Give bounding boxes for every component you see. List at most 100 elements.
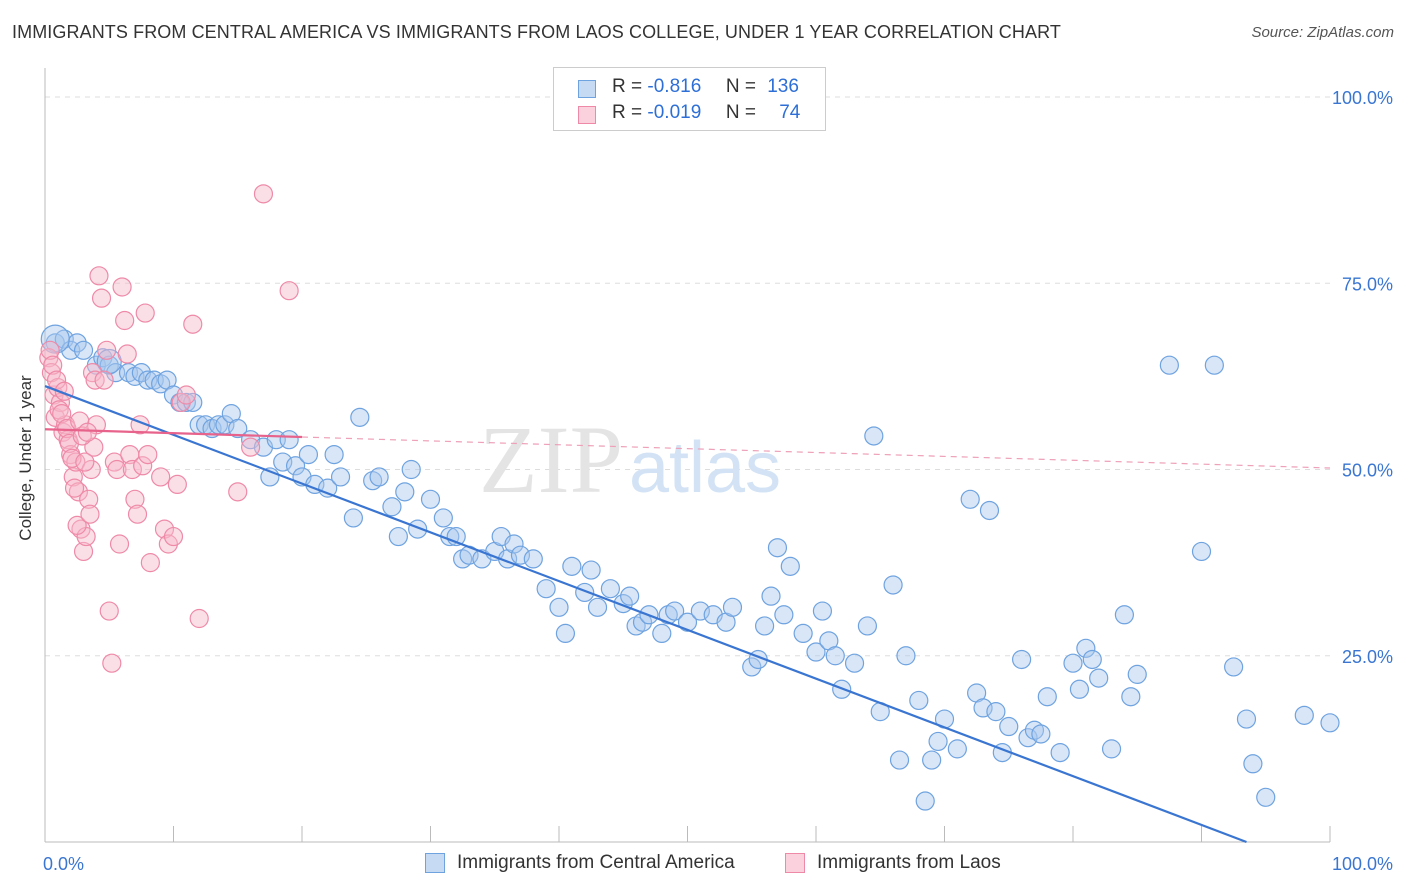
y-tick-label: 75.0% xyxy=(1342,274,1393,294)
point-laos xyxy=(228,482,248,502)
legend-r-label: R = xyxy=(612,102,643,123)
point-central-america xyxy=(298,445,319,465)
point-central-america xyxy=(1082,649,1102,670)
point-central-america xyxy=(549,597,569,617)
point-central-america xyxy=(1089,668,1109,688)
point-central-america xyxy=(228,418,248,439)
point-central-america xyxy=(883,575,903,595)
point-central-america xyxy=(1224,657,1244,677)
point-central-america xyxy=(909,690,929,711)
point-laos xyxy=(67,515,87,535)
point-central-america xyxy=(73,340,94,360)
point-central-america xyxy=(1127,664,1147,684)
point-central-america xyxy=(677,612,698,632)
point-laos xyxy=(133,456,153,476)
legend-n-label: N = xyxy=(725,102,756,123)
point-laos xyxy=(241,437,261,457)
point-central-america xyxy=(812,601,833,621)
point-central-america xyxy=(793,623,813,644)
point-central-america xyxy=(523,549,543,569)
point-laos xyxy=(43,355,63,375)
point-central-america xyxy=(915,791,935,811)
point-laos xyxy=(112,277,132,297)
bottom-legend-swatch-pink xyxy=(785,853,805,873)
point-laos xyxy=(77,422,98,442)
y-tick-label: 100.0% xyxy=(1332,88,1393,108)
point-laos xyxy=(62,448,82,468)
point-central-america xyxy=(1018,728,1038,748)
legend-n-value: 74 xyxy=(779,102,801,123)
point-central-america xyxy=(928,731,948,752)
point-central-america xyxy=(1294,705,1314,725)
series-central-america xyxy=(40,324,1340,811)
point-central-america xyxy=(324,445,344,465)
point-central-america xyxy=(536,579,556,599)
point-laos xyxy=(102,653,122,673)
trend-line-laos-dashed xyxy=(301,436,1331,469)
trend-line-laos xyxy=(44,428,303,439)
point-central-america xyxy=(1031,724,1051,744)
point-central-america xyxy=(138,370,158,390)
point-central-america xyxy=(665,601,685,621)
point-laos xyxy=(109,534,130,554)
point-central-america xyxy=(767,538,788,558)
point-laos xyxy=(81,459,101,480)
point-laos xyxy=(107,459,127,480)
point-central-america xyxy=(825,646,845,666)
point-central-america xyxy=(67,333,87,353)
bottom-legend-label: Immigrants from Central America xyxy=(457,852,735,873)
legend-swatch-blue xyxy=(578,80,596,98)
point-central-america xyxy=(1320,713,1340,733)
point-central-america xyxy=(979,500,1000,521)
point-central-america xyxy=(350,407,370,427)
point-central-america xyxy=(806,642,826,662)
point-central-america xyxy=(279,430,299,450)
gridlines xyxy=(45,96,1330,657)
point-laos xyxy=(279,281,299,301)
point-laos xyxy=(115,310,135,331)
point-laos xyxy=(104,452,124,472)
point-central-america xyxy=(183,392,203,413)
bottom-legend-label: Immigrants from Laos xyxy=(817,852,1001,873)
point-laos xyxy=(176,385,196,405)
point-central-america xyxy=(555,623,576,644)
point-laos xyxy=(151,467,171,487)
point-central-america xyxy=(587,597,608,617)
legend-n-label: N = xyxy=(725,76,756,97)
point-laos xyxy=(140,553,160,573)
point-central-america xyxy=(999,716,1019,737)
point-central-america xyxy=(285,456,306,476)
point-central-america xyxy=(1063,653,1083,673)
point-central-america xyxy=(600,579,621,599)
x-tick-label: 0.0% xyxy=(43,854,84,874)
point-central-america xyxy=(99,355,119,375)
point-laos xyxy=(80,504,100,524)
point-central-america xyxy=(382,497,402,517)
point-laos xyxy=(189,608,209,629)
point-central-america xyxy=(1121,687,1141,707)
point-central-america xyxy=(960,489,980,509)
point-laos xyxy=(99,601,119,621)
point-central-america xyxy=(947,739,967,759)
point-central-america xyxy=(581,560,601,580)
point-central-america xyxy=(176,392,196,413)
legend: R = -0.816 N = 136 R = -0.019 N = 74 xyxy=(553,67,826,131)
point-central-america xyxy=(1243,754,1263,774)
point-central-america xyxy=(1076,638,1096,658)
point-laos xyxy=(46,370,67,390)
legend-r-value: -0.816 xyxy=(647,76,702,97)
legend-r-label: R = xyxy=(612,76,643,97)
point-central-america xyxy=(575,582,595,603)
legend-swatch-pink xyxy=(578,106,596,124)
point-laos xyxy=(89,266,109,286)
point-central-america xyxy=(504,534,524,554)
y-tick-label: 50.0% xyxy=(1342,461,1393,481)
point-central-america xyxy=(1050,742,1070,763)
point-laos xyxy=(183,314,203,334)
point-central-america xyxy=(1159,355,1179,375)
point-central-america xyxy=(973,698,993,718)
point-central-america xyxy=(754,616,775,636)
point-central-america xyxy=(1236,709,1257,729)
point-central-america xyxy=(562,556,582,576)
point-central-america xyxy=(1191,541,1212,562)
